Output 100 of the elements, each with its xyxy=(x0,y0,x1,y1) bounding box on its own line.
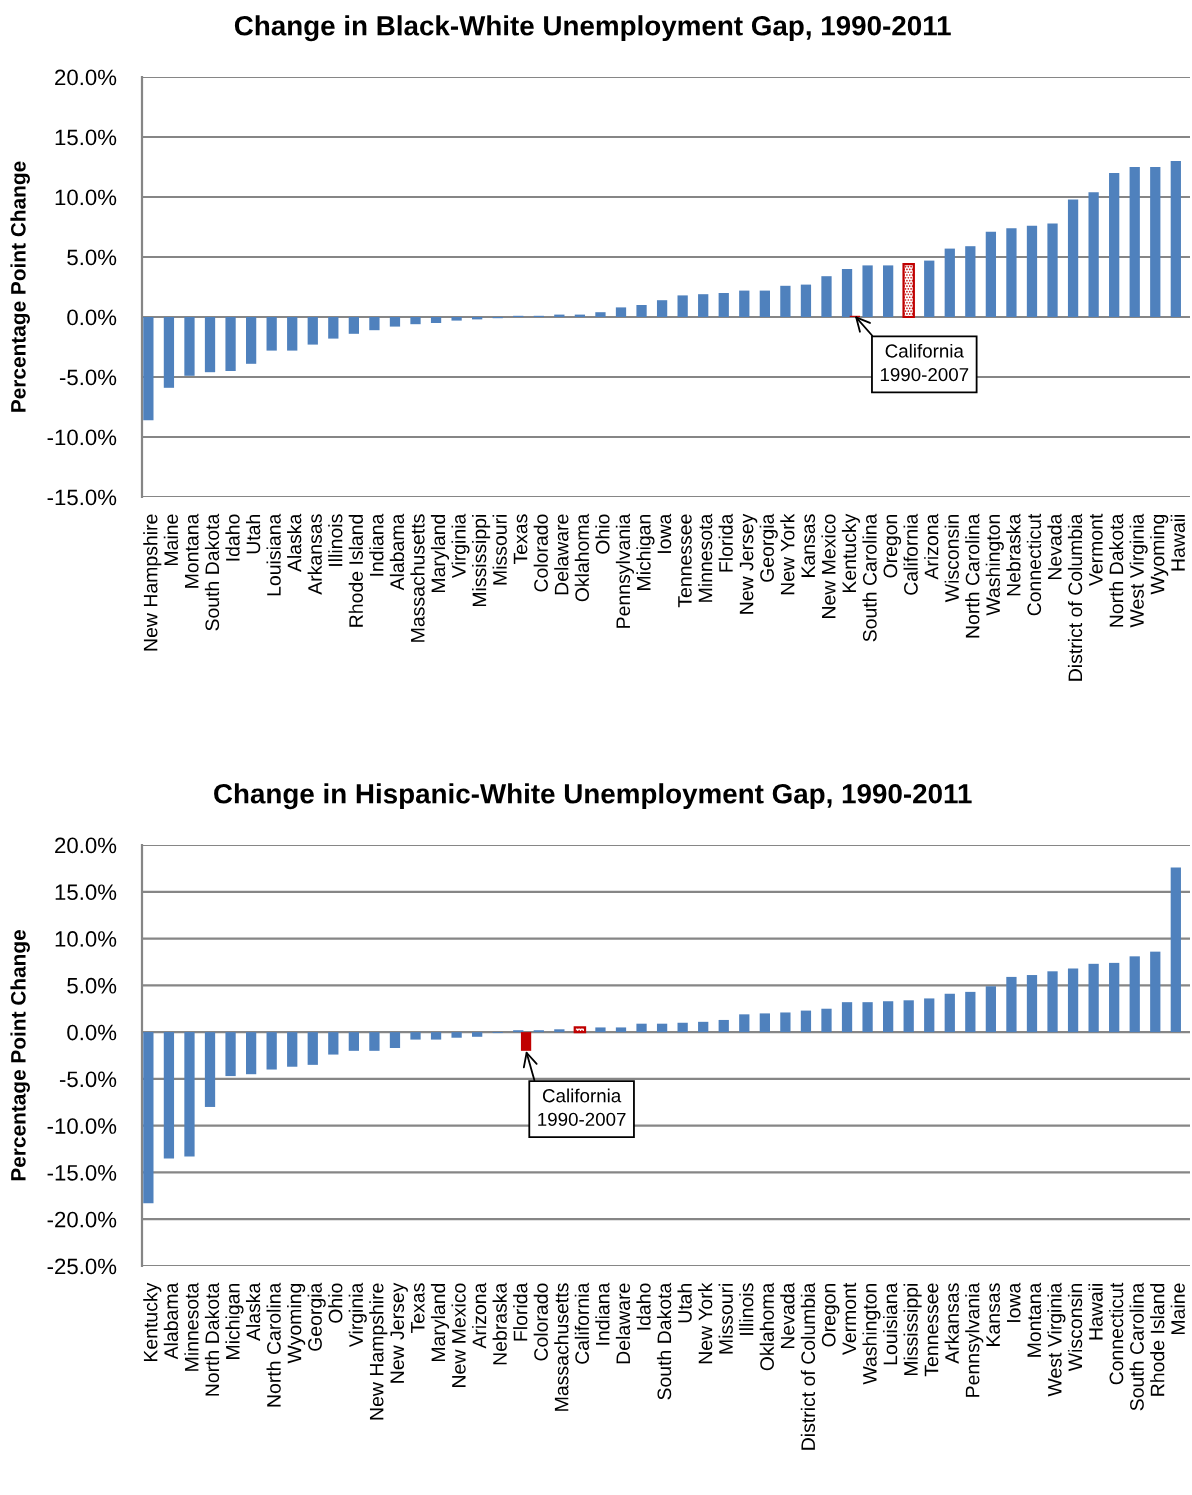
bar xyxy=(800,284,812,317)
x-tick-label: Colorado xyxy=(533,1283,548,1361)
bar xyxy=(965,991,976,1033)
x-tick-label: Vermont xyxy=(1089,513,1103,586)
y-tick-label: 5.0% xyxy=(67,249,117,266)
y-tick-label: -5.0% xyxy=(59,369,117,386)
x-tick-label: California xyxy=(903,513,918,595)
bar xyxy=(656,1023,668,1033)
x-tick-label: Texas xyxy=(513,514,528,565)
x-tick-label: Arkansas xyxy=(944,1283,959,1364)
x-tick-label: West Virginia xyxy=(1047,1282,1066,1397)
x-tick-label: Montana xyxy=(1027,1282,1042,1357)
bar xyxy=(924,260,935,317)
y-tick-label: -20.0% xyxy=(47,1211,117,1228)
x-tick-label: Massachusetts xyxy=(410,514,425,642)
y-tick-label: 20.0% xyxy=(55,69,117,86)
x-tick-label: New Jersey xyxy=(390,1282,408,1383)
x-tick-label: Minnesota xyxy=(184,1282,199,1371)
bar xyxy=(1150,167,1161,317)
x-tick-label: Nevada xyxy=(1047,513,1062,580)
bar xyxy=(677,295,688,317)
bar xyxy=(204,1032,216,1107)
bar xyxy=(698,1021,709,1033)
bar xyxy=(985,231,997,317)
bar xyxy=(698,294,709,317)
y-tick-label: 10.0% xyxy=(55,931,117,947)
bar xyxy=(266,317,277,351)
x-tick-label: Maine xyxy=(1170,1283,1185,1335)
bar xyxy=(677,1022,688,1033)
bar xyxy=(718,293,729,317)
bar xyxy=(1067,968,1079,1033)
y-axis-title: Percentage Point Change xyxy=(10,161,30,412)
bar xyxy=(410,1032,421,1040)
bar xyxy=(1129,956,1140,1033)
y-axis-title: Percentage Point Change xyxy=(10,930,30,1181)
x-tick-label: New Mexico xyxy=(451,1283,466,1387)
bar xyxy=(1047,971,1058,1033)
x-tick-label: Pennsylvania xyxy=(615,513,634,628)
bar xyxy=(780,1012,791,1033)
x-tick-label: Washington xyxy=(862,1283,881,1385)
bar xyxy=(1088,192,1099,317)
x-tick-label: Oregon xyxy=(821,1283,840,1347)
x-tick-label: Tennessee xyxy=(924,1283,939,1377)
x-tick-label: Pennsylvania xyxy=(965,1282,984,1397)
x-tick-label: Illinois xyxy=(739,1283,754,1335)
y-tick-label: 0.0% xyxy=(67,309,117,326)
x-tick-label: Arkansas xyxy=(307,514,322,595)
y-tick-label: -10.0% xyxy=(47,429,117,446)
bar xyxy=(430,1032,442,1040)
bar xyxy=(985,986,997,1033)
bar xyxy=(883,265,894,317)
x-tick-label: Louisiana xyxy=(882,1282,898,1365)
x-tick-label: Iowa xyxy=(1006,1282,1021,1322)
x-tick-label: West Virginia xyxy=(1129,513,1148,628)
bar xyxy=(1109,173,1120,317)
bar xyxy=(369,1032,380,1051)
bar xyxy=(472,1032,483,1037)
bar xyxy=(328,1032,339,1055)
x-tick-label: Alabama xyxy=(163,1282,179,1360)
bar xyxy=(1109,962,1120,1033)
bar xyxy=(1170,161,1181,317)
bar xyxy=(348,1032,359,1051)
x-tick-label: South Dakota xyxy=(656,1282,672,1400)
annotation: California 1990-2007 xyxy=(538,1088,626,1126)
x-tick-label: Indiana xyxy=(369,513,384,576)
bar xyxy=(245,1032,257,1075)
y-tick-label: 0.0% xyxy=(67,1024,117,1041)
x-tick-label: Arizona xyxy=(924,513,939,580)
x-tick-label: Montana xyxy=(185,513,199,588)
x-tick-label: Tennessee xyxy=(678,514,692,608)
x-tick-label: Vermont xyxy=(842,1282,857,1355)
bar xyxy=(1170,867,1181,1033)
x-tick-label: Idaho xyxy=(225,514,240,561)
y-tick-label: 15.0% xyxy=(55,884,117,901)
x-tick-label: Kansas xyxy=(986,1283,1000,1346)
x-tick-label: Rhode Island xyxy=(1150,1283,1165,1396)
x-tick-label: Florida xyxy=(513,1282,528,1341)
bar xyxy=(430,317,442,323)
bar xyxy=(287,317,298,351)
x-tick-label: District of Columbia xyxy=(800,1282,816,1450)
x-tick-label: Connecticut xyxy=(1026,513,1042,616)
bar xyxy=(143,317,154,421)
x-tick-label: Nevada xyxy=(780,1282,795,1349)
bar xyxy=(883,1001,894,1033)
bar xyxy=(389,1032,401,1049)
bar xyxy=(163,317,175,388)
bar xyxy=(739,1014,750,1033)
x-tick-label: Oklahoma xyxy=(574,513,590,602)
x-tick-label: Alaska xyxy=(245,1282,261,1341)
bar xyxy=(1047,223,1058,317)
bar xyxy=(780,285,791,317)
y-tick-label: 5.0% xyxy=(67,977,117,994)
bar xyxy=(1026,225,1038,317)
x-tick-label: Massachusetts xyxy=(554,1283,569,1411)
bar xyxy=(595,312,606,317)
bar xyxy=(389,317,401,327)
bar xyxy=(862,1002,873,1033)
bar xyxy=(944,248,955,317)
bar xyxy=(266,1032,277,1070)
bar xyxy=(245,317,257,364)
